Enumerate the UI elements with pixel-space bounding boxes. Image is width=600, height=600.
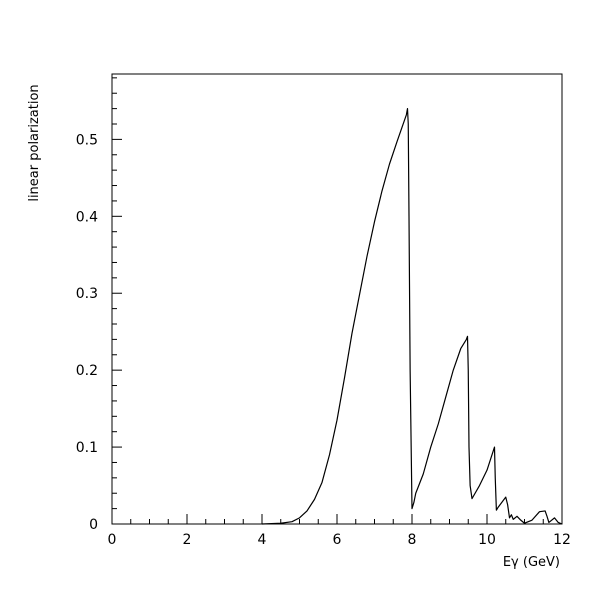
y-tick-labels: 0 0.1 0.2 0.3 0.4 0.5	[76, 132, 98, 533]
x-tick-label: 0	[108, 532, 117, 548]
series-lines	[261, 108, 563, 525]
x-tick-label: 4	[258, 532, 267, 548]
y-tick-label: 0.2	[76, 363, 98, 379]
x-tick-labels: 0 2 4 6 8 10 12	[108, 532, 571, 548]
y-axis-ticks	[112, 77, 122, 525]
y-tick-label: 0.3	[76, 286, 98, 302]
x-axis-label: Eγ (GeV)	[503, 555, 560, 570]
series-line	[261, 108, 563, 525]
y-axis-label: linear polarization	[27, 84, 42, 201]
x-tick-label: 8	[408, 532, 417, 548]
x-tick-label: 2	[183, 532, 192, 548]
x-tick-label: 10	[478, 532, 496, 548]
y-tick-label: 0	[89, 517, 98, 533]
y-tick-label: 0.5	[76, 132, 98, 148]
x-tick-label: 6	[333, 532, 342, 548]
x-tick-label: 12	[553, 532, 571, 548]
x-axis-ticks	[111, 514, 563, 524]
y-tick-label: 0.4	[76, 209, 98, 225]
y-tick-label: 0.1	[76, 440, 98, 456]
